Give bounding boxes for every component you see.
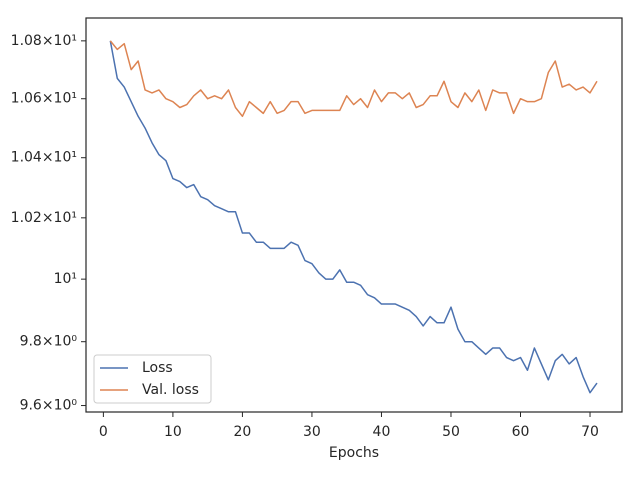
legend-box xyxy=(93,354,212,404)
data-line xyxy=(109,40,598,118)
y-tick-label: 9.6×10⁰ xyxy=(20,398,78,414)
x-tick-label: 50 xyxy=(442,424,460,440)
legend-label: Loss xyxy=(142,360,173,376)
x-axis-label: Epochs xyxy=(329,445,379,461)
x-tick-label: 20 xyxy=(234,424,252,440)
legend-label: Val. loss xyxy=(142,382,199,398)
plot-frame xyxy=(85,17,623,413)
y-tick-label: 1.02×10¹ xyxy=(11,210,77,226)
y-tick-label: 9.8×10⁰ xyxy=(20,334,78,350)
y-tick-label: 1.08×10¹ xyxy=(11,33,77,49)
y-tick-label: 10¹ xyxy=(54,271,77,287)
data-line xyxy=(109,40,598,394)
x-tick-label: 30 xyxy=(303,424,321,440)
y-tick-label: 1.04×10¹ xyxy=(11,150,77,166)
x-tick-label: 60 xyxy=(512,424,530,440)
x-tick-label: 10 xyxy=(164,424,182,440)
x-tick-label: 0 xyxy=(99,424,108,440)
x-tick-label: 40 xyxy=(373,424,391,440)
x-tick-label: 70 xyxy=(581,424,599,440)
y-tick-label: 1.06×10¹ xyxy=(11,91,77,107)
